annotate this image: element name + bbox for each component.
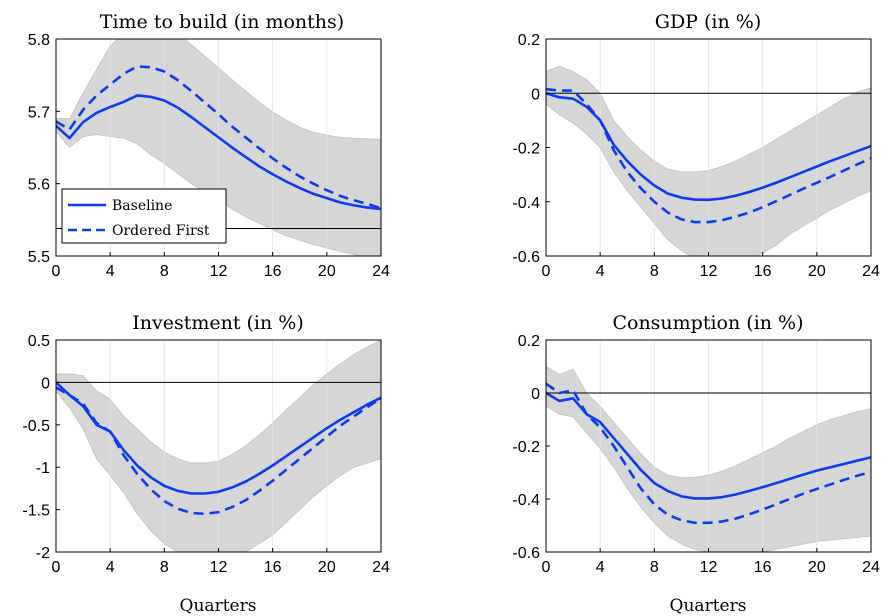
plot-area: 0 4 8 12 16 20 24 -2 -1.5 -1 -0.5 0 0.5 — [22, 333, 390, 576]
x-tick-label: 12 — [700, 559, 718, 576]
series-line-baseline — [56, 94, 381, 211]
x-tick-label: 12 — [210, 263, 228, 280]
x-tick-label: 8 — [650, 263, 659, 280]
x-tick-label: 16 — [754, 263, 772, 280]
x-tick-label: 0 — [52, 263, 61, 280]
y-tick-label: 0 — [531, 386, 540, 403]
y-tick-label: -0.2 — [512, 141, 540, 158]
x-tick-label: 8 — [160, 263, 169, 280]
y-tick-label: 0.2 — [518, 333, 540, 350]
y-tick-label: 0.5 — [28, 333, 50, 350]
series-line-ordered-first — [56, 386, 381, 516]
x-tick-label: 4 — [596, 559, 605, 576]
legend-label: Ordered First — [112, 223, 210, 239]
plot-area: 0 4 8 12 16 20 24 5.5 5.6 5.7 5.8 Baseline Ordered F… — [28, 32, 390, 280]
chart-title: GDP (in %) — [655, 11, 761, 33]
confidence-band — [546, 366, 871, 552]
y-tick-label: 5.5 — [28, 249, 50, 266]
x-tick-label: 12 — [210, 559, 228, 576]
x-axis-label: Quarters — [670, 596, 747, 616]
y-tick-label: 5.6 — [28, 177, 50, 194]
plot-clip — [546, 39, 871, 256]
x-tick-label: 12 — [700, 263, 718, 280]
y-tick-label: 5.8 — [28, 32, 50, 49]
y-tick-label: -0.2 — [512, 439, 540, 456]
plot-clip — [546, 340, 871, 552]
chart-title: Investment (in %) — [132, 312, 304, 334]
x-tick-label: 16 — [264, 263, 282, 280]
x-tick-label: 24 — [372, 559, 390, 576]
x-axis-label: Quarters — [180, 596, 257, 616]
x-tick-label: 0 — [52, 559, 61, 576]
y-tick-label: -0.6 — [512, 545, 540, 562]
plot-area: 0 4 8 12 16 20 24 -0.6 -0.4 -0.2 0 0.2 — [512, 32, 880, 280]
confidence-band — [56, 340, 381, 552]
x-tick-label: 4 — [106, 263, 115, 280]
series-line-ordered-first — [546, 87, 871, 224]
y-tick-label: 5.7 — [28, 104, 50, 121]
panel-time-to-build: Time to build (in months) 0 4 8 12 16 20 24 5.5… — [28, 11, 390, 280]
panel-gdp: GDP (in %) 0 4 8 12 16 20 24 -0.6 -0.4 -0.2 0 0.2 — [512, 11, 880, 280]
x-tick-label: 16 — [754, 559, 772, 576]
x-tick-label: 16 — [264, 559, 282, 576]
x-tick-label: 20 — [808, 263, 826, 280]
x-tick-label: 4 — [106, 559, 115, 576]
x-tick-label: 24 — [372, 263, 390, 280]
x-tick-label: 24 — [862, 559, 880, 576]
y-tick-label: -0.4 — [512, 492, 540, 509]
panel-investment: Investment (in %) 0 4 8 12 16 20 24 -2 -1.5 -1 -0.… — [22, 312, 390, 616]
legend-box — [61, 188, 227, 244]
x-tick-label: 0 — [542, 263, 551, 280]
series-line-ordered-first — [546, 382, 871, 525]
panel-consumption: Consumption (in %) 0 4 8 12 16 20 24 -0.6 -0.4 -0… — [512, 312, 880, 616]
y-tick-label: -0.5 — [22, 418, 50, 435]
y-tick-label: 0 — [531, 86, 540, 103]
chart-title: Time to build (in months) — [100, 11, 344, 33]
confidence-band — [546, 65, 871, 256]
legend-label: Baseline — [112, 198, 172, 214]
legend: Baseline Ordered First — [61, 188, 227, 244]
x-tick-label: 8 — [650, 559, 659, 576]
y-tick-label: 0.2 — [518, 32, 540, 49]
plot-area: 0 4 8 12 16 20 24 -0.6 -0.4 -0.2 0 0.2 — [512, 333, 880, 576]
x-tick-label: 8 — [160, 559, 169, 576]
y-tick-label: -1.5 — [22, 503, 50, 520]
x-tick-label: 24 — [862, 263, 880, 280]
plot-clip — [56, 340, 381, 552]
series-line-baseline — [546, 391, 871, 500]
x-tick-label: 0 — [542, 559, 551, 576]
chart-title: Consumption (in %) — [612, 312, 803, 334]
y-tick-label: -0.6 — [512, 249, 540, 266]
y-tick-label: -1 — [36, 460, 50, 477]
series-line-ordered-first — [56, 65, 381, 210]
y-tick-label: -2 — [36, 545, 50, 562]
y-tick-label: 0 — [41, 375, 50, 392]
x-tick-label: 4 — [596, 263, 605, 280]
x-tick-label: 20 — [318, 559, 336, 576]
x-tick-label: 20 — [808, 559, 826, 576]
y-tick-label: -0.4 — [512, 195, 540, 212]
x-tick-label: 20 — [318, 263, 336, 280]
